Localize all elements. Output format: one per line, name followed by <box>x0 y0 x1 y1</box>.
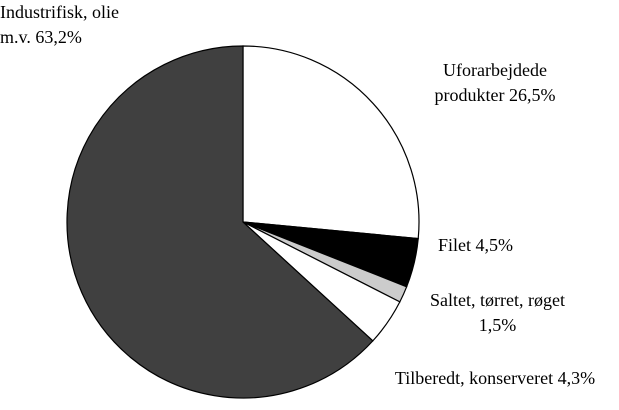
value-label: 26,5% <box>508 85 556 105</box>
category-label: Uforarbejdede produkter <box>434 60 547 105</box>
category-label: Tilberedt, konserveret <box>394 368 554 388</box>
slice-label: Uforarbejdede produkter 26,5% <box>410 58 580 108</box>
slice-label: Industrifisk, olie m.v. 63,2% <box>0 0 130 50</box>
pie-slice <box>242 45 420 240</box>
slice-label: Saltet, tørret, røget 1,5% <box>420 288 575 338</box>
category-label: Filet <box>438 235 472 255</box>
value-label: 1,5% <box>478 315 517 335</box>
value-label: 63,2% <box>35 27 82 47</box>
value-label: 4,3% <box>557 368 596 388</box>
slice-label: Tilberedt, konserveret 4,3% <box>380 366 610 391</box>
slice-label: Filet 4,5% <box>438 233 558 258</box>
category-label: Saltet, tørret, røget <box>430 290 565 310</box>
value-label: 4,5% <box>475 235 514 255</box>
category-label: Industrifisk, olie m.v. <box>0 2 119 47</box>
pie-slice <box>66 45 374 399</box>
